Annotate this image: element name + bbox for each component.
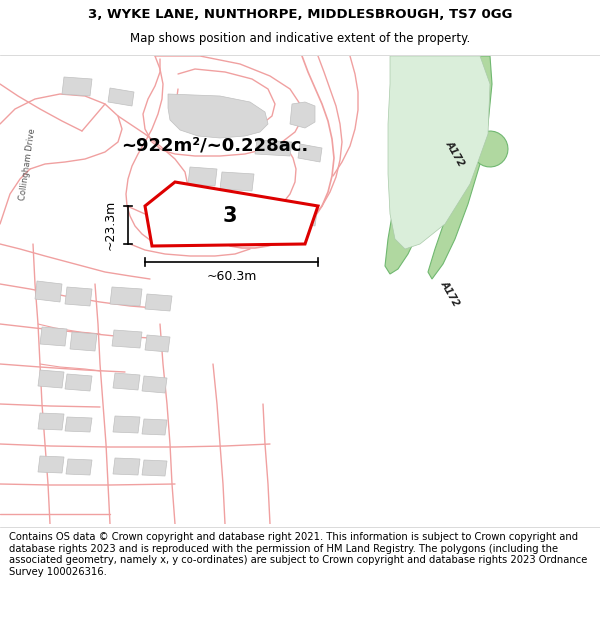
Polygon shape [40, 327, 67, 346]
Polygon shape [113, 458, 140, 475]
Polygon shape [38, 413, 64, 430]
Text: Collingham Drive: Collingham Drive [19, 127, 38, 201]
Polygon shape [38, 456, 64, 473]
Polygon shape [142, 460, 167, 476]
Text: ~922m²/~0.228ac.: ~922m²/~0.228ac. [121, 137, 308, 155]
Polygon shape [65, 374, 92, 391]
Polygon shape [66, 459, 92, 475]
Text: 3, WYKE LANE, NUNTHORPE, MIDDLESBROUGH, TS7 0GG: 3, WYKE LANE, NUNTHORPE, MIDDLESBROUGH, … [88, 8, 512, 21]
Text: Contains OS data © Crown copyright and database right 2021. This information is : Contains OS data © Crown copyright and d… [9, 532, 587, 577]
Text: ~23.3m: ~23.3m [104, 200, 116, 250]
Polygon shape [455, 132, 500, 162]
Text: Map shows position and indicative extent of the property.: Map shows position and indicative extent… [130, 32, 470, 46]
Polygon shape [292, 208, 317, 226]
Polygon shape [113, 373, 140, 390]
Polygon shape [65, 287, 92, 306]
Polygon shape [168, 94, 268, 138]
Polygon shape [220, 172, 254, 191]
Text: ~60.3m: ~60.3m [206, 269, 257, 282]
Polygon shape [38, 370, 64, 388]
Polygon shape [428, 56, 492, 279]
Polygon shape [255, 140, 292, 156]
Polygon shape [145, 182, 318, 246]
Polygon shape [70, 332, 97, 351]
Polygon shape [298, 144, 322, 162]
Polygon shape [35, 281, 62, 302]
Polygon shape [388, 56, 490, 249]
Polygon shape [62, 77, 92, 96]
Text: 3: 3 [223, 206, 237, 226]
Polygon shape [385, 56, 442, 274]
Polygon shape [145, 335, 170, 352]
Polygon shape [142, 376, 167, 393]
Polygon shape [145, 294, 172, 311]
Polygon shape [258, 202, 288, 220]
Text: A172: A172 [439, 279, 461, 309]
Polygon shape [218, 219, 247, 236]
Polygon shape [110, 287, 142, 306]
Text: A172: A172 [444, 139, 466, 169]
Polygon shape [113, 416, 140, 433]
Polygon shape [65, 417, 92, 432]
Polygon shape [188, 167, 217, 186]
Polygon shape [188, 217, 212, 236]
Polygon shape [108, 88, 134, 106]
Polygon shape [472, 131, 508, 167]
Polygon shape [142, 419, 167, 435]
Polygon shape [290, 102, 315, 128]
Polygon shape [112, 330, 142, 348]
